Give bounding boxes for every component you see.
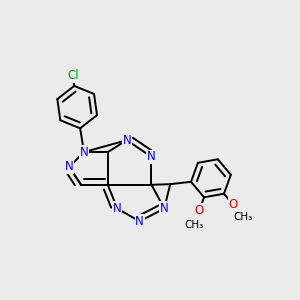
- Text: N: N: [122, 134, 131, 147]
- Text: N: N: [113, 202, 122, 215]
- Text: O: O: [229, 198, 238, 211]
- Text: N: N: [160, 202, 169, 215]
- Text: CH₃: CH₃: [184, 220, 203, 230]
- Text: N: N: [65, 160, 74, 173]
- Text: O: O: [194, 204, 204, 217]
- Text: N: N: [135, 215, 144, 228]
- Text: N: N: [80, 146, 88, 159]
- Text: Cl: Cl: [67, 69, 79, 82]
- Text: CH₃: CH₃: [233, 212, 253, 221]
- Text: N: N: [147, 150, 156, 163]
